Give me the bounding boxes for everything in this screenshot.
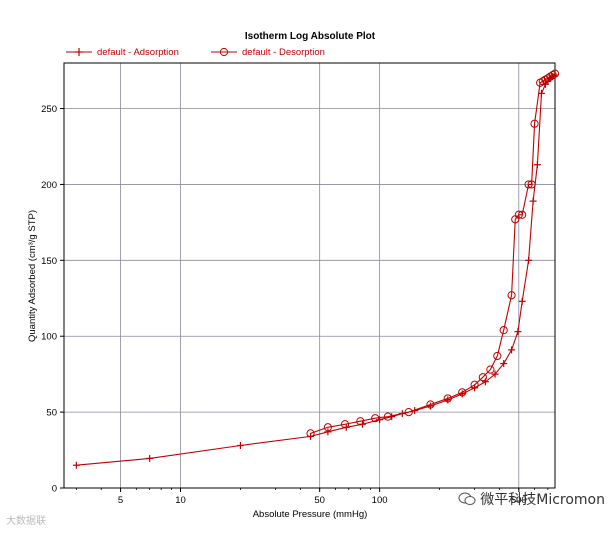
desorption-point [511,215,520,224]
y-axis-label: Quantity Adsorbed (cm³/g STP) [27,210,38,342]
desorption-point [536,78,545,87]
chart-title: Isotherm Log Absolute Plot [245,31,376,42]
adsorption-point [491,370,499,378]
axes [60,62,556,492]
adsorption-point [146,454,154,462]
desorption-point [383,412,392,421]
desorption-point [340,420,350,429]
legend-item-adsorption: default - Adsorption [66,47,179,58]
series-layer [72,69,560,469]
wechat-icon [458,492,476,505]
legend-label-desorption: default - Desorption [242,47,325,58]
desorption-point [356,417,365,426]
desorption-point [530,119,539,128]
desorption-point [458,388,467,397]
adsorption-point [500,360,508,368]
desorption-point [486,365,495,374]
adsorption-point [514,328,522,336]
series-line-desorption [310,73,556,434]
x-axis-label: Absolute Pressure (mmHg) [253,509,368,520]
watermark-right: 微平科技Micromon [458,489,605,509]
adsorption-point [529,197,537,205]
x-tick-label: 5 [118,495,123,506]
y-tick-label: 100 [41,332,57,343]
y-tick-labels: 0 50 100 150 200 250 [41,104,57,494]
desorption-point [470,380,479,389]
y-tick-label: 250 [41,104,57,115]
desorption-point [306,429,315,438]
desorption-point [493,351,502,361]
adsorption-point [508,346,516,354]
desorption-point [499,326,508,335]
adsorption-point [72,461,80,469]
grid [64,63,555,488]
desorption-point [443,394,452,403]
desorption-point [524,180,533,189]
y-tick-label: 50 [46,408,57,419]
desorption-point [426,400,435,409]
adsorption-point [324,428,332,436]
x-tick-label: 500 [511,495,527,506]
adsorption-point [236,442,244,449]
y-tick-label: 150 [41,256,57,267]
desorption-point [371,414,380,423]
adsorption-point [533,161,541,169]
legend-label-adsorption: default - Adsorption [97,47,179,58]
legend-item-desorption: default - Desorption [211,47,325,58]
x-tick-label: 10 [175,495,186,506]
legend: default - Adsorption default - Desorptio… [66,47,325,58]
desorption-point [518,210,527,219]
watermark-right-text: 微平科技Micromon [480,492,605,508]
desorption-point [323,423,333,432]
y-tick-label: 200 [41,180,57,191]
desorption-point [478,373,487,382]
desorption-point [527,180,536,189]
plot-frame [63,62,556,489]
x-tick-label: 50 [314,495,325,506]
x-tick-labels: 5 10 50 100 500 [118,495,527,506]
desorption-point [507,291,516,300]
adsorption-point [518,297,526,305]
x-tick-label: 100 [372,495,388,506]
adsorption-point [525,256,533,264]
watermark-left: 大数据联 [6,512,46,527]
desorption-point [404,408,413,417]
y-tick-label: 0 [52,484,57,495]
watermark-left-text: 大数据联 [6,516,46,527]
series-line-adsorption [76,74,556,466]
